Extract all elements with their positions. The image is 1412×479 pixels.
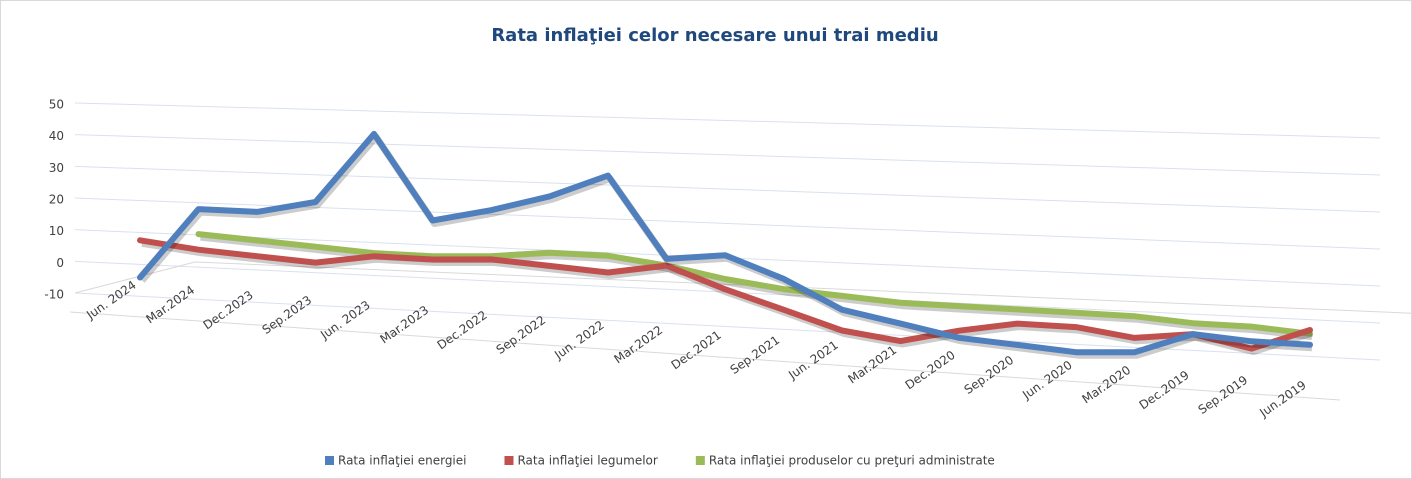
- series-line: [195, 231, 1313, 337]
- floor-edge: [194, 261, 1412, 314]
- y-tick-label: 50: [49, 98, 64, 112]
- y-tick-label: -10: [44, 288, 64, 302]
- legend-label: Rata inflaţiei produselor cu preţuri adm…: [709, 454, 995, 468]
- y-tick-label: 20: [49, 193, 64, 207]
- legend-swatch: [695, 456, 705, 465]
- floor-front: [69, 311, 1341, 401]
- legend-swatch: [504, 456, 514, 465]
- y-tick-label: 0: [56, 256, 64, 270]
- chart-title: Rata inflaţiei celor necesare unui trai …: [491, 25, 938, 46]
- grid-line: [74, 165, 1381, 213]
- y-tick-label: 30: [49, 161, 64, 175]
- series-line: [137, 237, 1313, 352]
- grid-line: [74, 134, 1381, 176]
- y-tick-label: 10: [49, 224, 64, 238]
- legend-swatch: [325, 456, 334, 465]
- floor-edge: [74, 261, 196, 294]
- y-tick-label: 40: [49, 129, 64, 143]
- legend-label: Rata inflaţiei energiei: [338, 454, 466, 468]
- legend-label: Rata inflaţiei legumelor: [517, 454, 657, 468]
- grid-line: [74, 102, 1381, 139]
- grid-line: [74, 292, 1381, 361]
- series-line: [137, 130, 1313, 356]
